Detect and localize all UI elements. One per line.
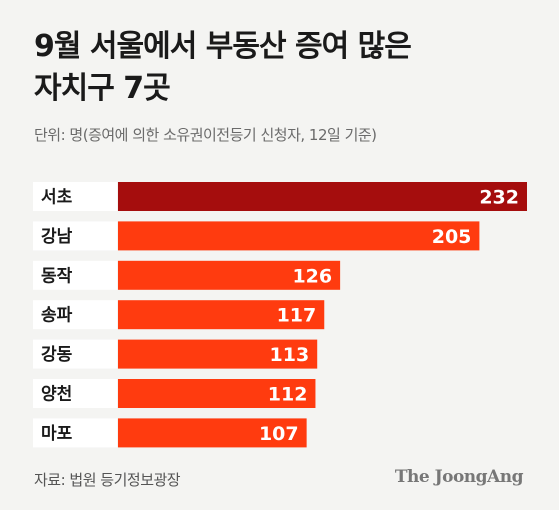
bar [118,300,325,330]
bar [118,221,480,251]
data-label: 112 [268,384,308,406]
data-label: 205 [432,226,472,248]
source-note: 자료: 법원 등기정보광장 [34,471,181,489]
category-label-bg [33,260,117,290]
bar [118,379,316,408]
category-label-bg [33,379,117,408]
bar [118,418,307,448]
category-label: 송파 [41,306,73,326]
category-label: 마포 [41,424,73,444]
chart-title-line2: 자치구 7곳 [34,71,171,106]
category-label-bg [33,221,117,251]
unit-note: 단위: 명(증여에 의한 소유권이전등기 신청자, 12일 기준) [34,126,377,144]
data-label: 232 [479,187,519,209]
category-label: 강동 [41,345,73,365]
data-label: 107 [259,423,299,445]
category-label-bg [33,182,117,211]
bar [118,339,318,369]
category-label-bg [33,418,117,448]
data-label: 113 [270,344,310,366]
category-label-bg [33,339,117,369]
brand-logo: The JoongAng [394,467,524,487]
category-label: 서초 [41,188,73,208]
category-label: 동작 [41,266,73,286]
bar [118,260,341,290]
chart-title: 9월 서울에서 부동산 증여 많은 자치구 7곳 [34,26,534,110]
bar [118,182,527,211]
chart-title-line1: 9월 서울에서 부동산 증여 많은 [34,29,412,64]
category-label: 강남 [41,227,73,247]
bar-chart: 서초 232 강남 205 동작 126 송파 117 강동 113 양천 112 마포 107 [33,182,527,448]
data-label: 117 [277,305,317,327]
category-label-bg [33,300,117,330]
category-label: 양천 [41,385,72,405]
data-label: 126 [292,265,332,287]
